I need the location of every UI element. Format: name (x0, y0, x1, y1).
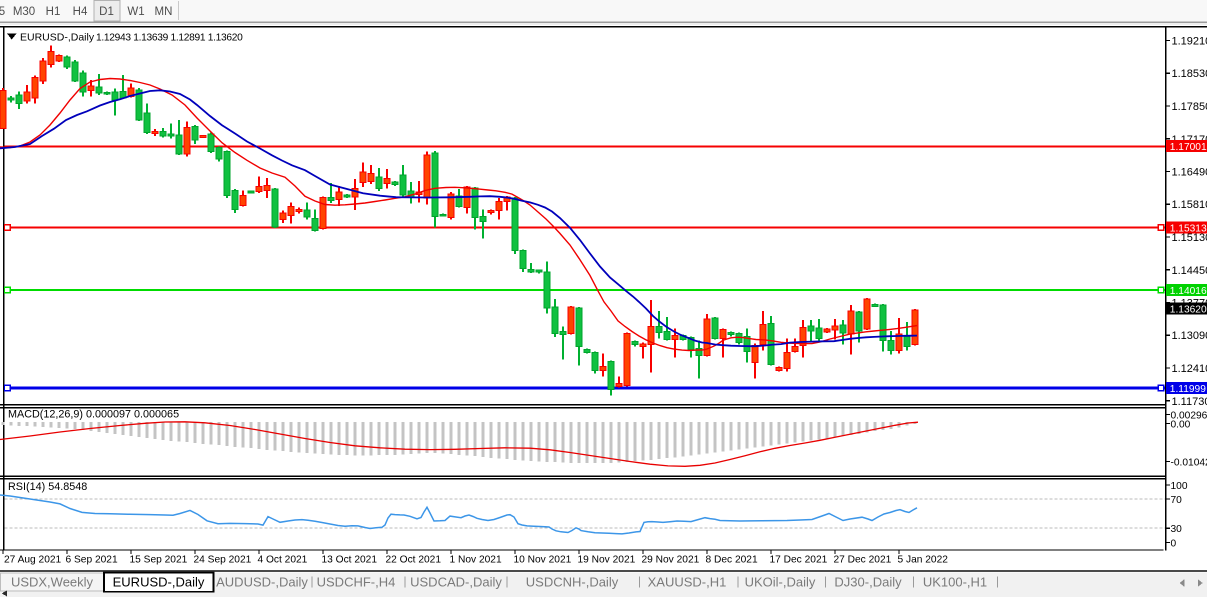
svg-text:M30: M30 (13, 6, 35, 18)
svg-text:1.14016: 1.14016 (1170, 286, 1207, 297)
svg-text:1.12410: 1.12410 (1172, 363, 1207, 375)
svg-text:6 Sep 2021: 6 Sep 2021 (66, 555, 118, 566)
svg-text:1.13620: 1.13620 (1170, 304, 1207, 315)
svg-text:1.15313: 1.15313 (1170, 223, 1207, 234)
svg-text:8 Dec 2021: 8 Dec 2021 (706, 555, 758, 566)
svg-text:MN: MN (155, 6, 173, 18)
svg-text:UK100-,H1: UK100-,H1 (923, 575, 987, 590)
svg-text:H4: H4 (73, 6, 88, 18)
svg-text:27 Dec 2021: 27 Dec 2021 (834, 555, 892, 566)
svg-text:USDCHF-,H4: USDCHF-,H4 (317, 575, 396, 590)
svg-text:0.00: 0.00 (1171, 419, 1191, 430)
svg-text:1.17850: 1.17850 (1172, 101, 1207, 113)
svg-text:1.11999: 1.11999 (1170, 384, 1206, 395)
svg-text:1.15130: 1.15130 (1172, 232, 1207, 244)
svg-text:DJ30-,Daily: DJ30-,Daily (834, 575, 902, 590)
svg-text:1.11730: 1.11730 (1172, 396, 1207, 408)
svg-text:24 Sep 2021: 24 Sep 2021 (194, 555, 252, 566)
svg-text:D1: D1 (99, 6, 114, 18)
svg-text:USDX,Weekly: USDX,Weekly (11, 575, 94, 590)
svg-text:1 Nov 2021: 1 Nov 2021 (450, 555, 502, 566)
svg-text:MACD(12,26,9) 0.000097 0.00006: MACD(12,26,9) 0.000097 0.000065 (8, 409, 179, 421)
svg-text:USDCNH-,Daily: USDCNH-,Daily (526, 575, 619, 590)
svg-text:1.13090: 1.13090 (1172, 330, 1207, 342)
svg-text:4 Oct 2021: 4 Oct 2021 (258, 555, 308, 566)
svg-text:1.15810: 1.15810 (1172, 199, 1207, 211)
svg-text:5 Jan 2022: 5 Jan 2022 (898, 555, 949, 566)
svg-text:-0.010422: -0.010422 (1171, 457, 1207, 468)
svg-text:USDCAD-,Daily: USDCAD-,Daily (410, 575, 502, 590)
svg-text:XAUUSD-,H1: XAUUSD-,H1 (648, 575, 727, 590)
svg-text:0: 0 (1171, 538, 1177, 549)
svg-text:1.12943 1.13639 1.12891 1.1362: 1.12943 1.13639 1.12891 1.13620 (96, 33, 243, 44)
svg-text:RSI(14) 54.8548: RSI(14) 54.8548 (8, 481, 87, 493)
svg-text:22 Oct 2021: 22 Oct 2021 (386, 555, 442, 566)
svg-text:13 Oct 2021: 13 Oct 2021 (322, 555, 378, 566)
svg-text:1.14450: 1.14450 (1172, 265, 1207, 277)
svg-text:W1: W1 (127, 6, 144, 18)
svg-text:1.18530: 1.18530 (1172, 68, 1207, 80)
svg-text:70: 70 (1171, 495, 1183, 506)
svg-text:AUDUSD-,Daily: AUDUSD-,Daily (216, 575, 308, 590)
svg-text:15 Sep 2021: 15 Sep 2021 (130, 555, 188, 566)
svg-text:19 Nov 2021: 19 Nov 2021 (578, 555, 636, 566)
svg-text:1.17001: 1.17001 (1170, 142, 1207, 153)
svg-text:100: 100 (1171, 481, 1188, 492)
svg-text:5: 5 (0, 6, 5, 18)
svg-text:EURUSD-,Daily: EURUSD-,Daily (113, 575, 205, 590)
svg-text:30: 30 (1171, 524, 1183, 535)
svg-text:H1: H1 (46, 6, 61, 18)
svg-text:29 Nov 2021: 29 Nov 2021 (642, 555, 700, 566)
svg-text:27 Aug 2021: 27 Aug 2021 (4, 555, 62, 566)
svg-text:17 Dec 2021: 17 Dec 2021 (770, 555, 828, 566)
svg-text:1.16490: 1.16490 (1172, 167, 1207, 179)
svg-text:UKOil-,Daily: UKOil-,Daily (745, 575, 816, 590)
svg-text:0.002966: 0.002966 (1171, 410, 1207, 421)
svg-text:EURUSD-,Daily: EURUSD-,Daily (20, 32, 95, 44)
svg-text:10 Nov 2021: 10 Nov 2021 (514, 555, 572, 566)
